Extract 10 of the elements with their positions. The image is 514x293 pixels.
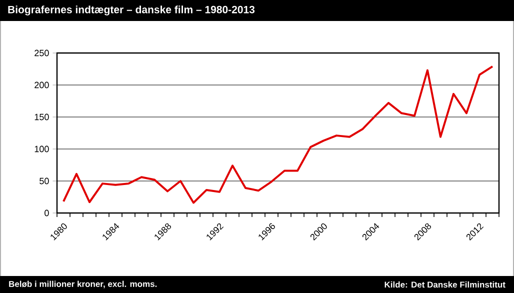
y-tick-label: 0 — [44, 210, 49, 216]
y-tick-label: 250 — [34, 50, 49, 56]
text: Kilde: Det Danske Filminstitut — [384, 281, 506, 288]
y-tick-label: 100 — [34, 146, 49, 152]
line-series — [62, 65, 494, 204]
text: Beløb i millioner kroner, excl. moms. — [9, 280, 157, 288]
y-tick-label: 50 — [40, 178, 49, 184]
chart-title: Biografernes indtægter – danske film – 1980-2013 — [8, 6, 255, 16]
y-tick-label: 200 — [34, 82, 49, 88]
y-tick-label: 150 — [34, 114, 49, 120]
